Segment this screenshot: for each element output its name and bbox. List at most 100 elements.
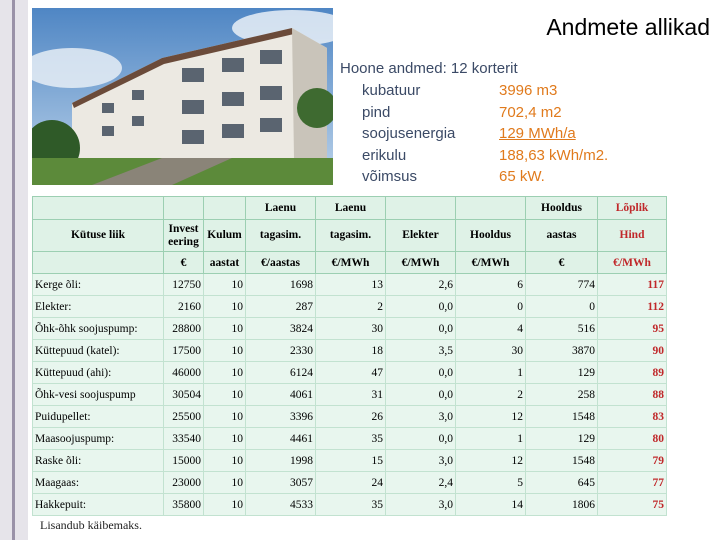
cell: 129 xyxy=(525,427,598,450)
header-cell: €/MWh xyxy=(597,251,667,274)
cell: 10 xyxy=(203,471,246,494)
cell: 10 xyxy=(203,427,246,450)
cell: 0,0 xyxy=(385,317,456,340)
cell: 10 xyxy=(203,493,246,516)
cell: 10 xyxy=(203,317,246,340)
cell: 4061 xyxy=(245,383,316,406)
data-row: Hakkepuit: 35800 10 4533 35 3,0 14 1806 75 xyxy=(32,493,667,516)
header-cell: Investeering xyxy=(163,219,204,252)
header-cell: Hooldus xyxy=(455,219,526,252)
header-cell: € xyxy=(163,251,204,274)
cell: Elekter: xyxy=(32,295,164,318)
cell: 30 xyxy=(315,317,386,340)
header-cell: €/aastas xyxy=(245,251,316,274)
cell: 15000 xyxy=(163,449,204,472)
cell: 25500 xyxy=(163,405,204,428)
cell: 2 xyxy=(455,383,526,406)
header-cell: Kulum xyxy=(203,219,246,252)
cell: 10 xyxy=(203,361,246,384)
cell: 10 xyxy=(203,405,246,428)
cell: 35800 xyxy=(163,493,204,516)
cell: 10 xyxy=(203,295,246,318)
cell: Raske õli: xyxy=(32,449,164,472)
data-row: Maasoojuspump: 33540 10 4461 35 0,0 1 129 80 xyxy=(32,427,667,450)
data-row: Küttepuud (ahi): 46000 10 6124 47 0,0 1 129 89 xyxy=(32,361,667,384)
cell: 129 xyxy=(525,361,598,384)
cell: 46000 xyxy=(163,361,204,384)
info-value: 3996 m3 xyxy=(499,82,558,99)
header-cell: Lõplik xyxy=(597,196,667,220)
data-row: Elekter: 2160 10 287 2 0,0 0 0 112 xyxy=(32,295,667,318)
cell: 79 xyxy=(597,449,667,472)
building-heading: Hoone andmed: 12 korterit xyxy=(340,60,518,77)
cell: 0 xyxy=(525,295,598,318)
cell: 2 xyxy=(315,295,386,318)
cell: 10 xyxy=(203,383,246,406)
data-row: Raske õli: 15000 10 1998 15 3,0 12 1548 79 xyxy=(32,449,667,472)
cell: 2160 xyxy=(163,295,204,318)
cell: 10 xyxy=(203,449,246,472)
cell: 89 xyxy=(597,361,667,384)
cell: 258 xyxy=(525,383,598,406)
cell: Küttepuud (ahi): xyxy=(32,361,164,384)
cell: 6124 xyxy=(245,361,316,384)
data-row: Õhk-vesi soojuspump 30504 10 4061 31 0,0 2 258 8… xyxy=(32,383,667,406)
cell: 1998 xyxy=(245,449,316,472)
cell: 35 xyxy=(315,493,386,516)
info-label: pind xyxy=(362,103,391,121)
cell: 1548 xyxy=(525,449,598,472)
cell: 83 xyxy=(597,405,667,428)
cell: 13 xyxy=(315,273,386,296)
cell: 0,0 xyxy=(385,383,456,406)
cell: 12750 xyxy=(163,273,204,296)
header-cell xyxy=(203,196,246,220)
cell: 75 xyxy=(597,493,667,516)
cell: 47 xyxy=(315,361,386,384)
header-cell: tagasim. xyxy=(315,219,386,252)
cell: 95 xyxy=(597,317,667,340)
cell: 3,5 xyxy=(385,339,456,362)
info-value: 188,63 kWh/m2. xyxy=(499,146,609,164)
cell: 2,6 xyxy=(385,273,456,296)
cell: 0,0 xyxy=(385,361,456,384)
cell: Küttepuud (katel): xyxy=(32,339,164,362)
header-cell: aastat xyxy=(203,251,246,274)
cell: 516 xyxy=(525,317,598,340)
cell: 77 xyxy=(597,471,667,494)
header-cell xyxy=(385,196,456,220)
data-row: Õhk-õhk soojuspump: 28800 10 3824 30 0,0 4 516 9… xyxy=(32,317,667,340)
cell: 774 xyxy=(525,273,598,296)
cell: Maagaas: xyxy=(32,471,164,494)
cell: 1 xyxy=(455,361,526,384)
cell: 3824 xyxy=(245,317,316,340)
cell: 287 xyxy=(245,295,316,318)
header-cell: Kütuse liik xyxy=(32,219,164,252)
cell: 2,4 xyxy=(385,471,456,494)
cell: 35 xyxy=(315,427,386,450)
header-cell: aastas xyxy=(525,219,598,252)
cell: 3,0 xyxy=(385,493,456,516)
cell: 12 xyxy=(455,405,526,428)
header-cell: €/MWh xyxy=(385,251,456,274)
cell: Hakkepuit: xyxy=(32,493,164,516)
info-label: erikulu xyxy=(362,146,407,164)
info-value: 129 MWh/a xyxy=(499,125,576,142)
header-cell xyxy=(163,196,204,220)
cell: 645 xyxy=(525,471,598,494)
cell: 26 xyxy=(315,405,386,428)
cell: 4 xyxy=(455,317,526,340)
cell: 12 xyxy=(455,449,526,472)
cell: Puidupellet: xyxy=(32,405,164,428)
header-cell: Elekter xyxy=(385,219,456,252)
cell: 30 xyxy=(455,339,526,362)
data-row: Maagaas: 23000 10 3057 24 2,4 5 645 77 xyxy=(32,471,667,494)
cell: 3396 xyxy=(245,405,316,428)
cell: 2330 xyxy=(245,339,316,362)
cell: 10 xyxy=(203,273,246,296)
cell: Kerge õli: xyxy=(32,273,164,296)
cell: 17500 xyxy=(163,339,204,362)
header-cell xyxy=(455,196,526,220)
info-label: soojusenergia xyxy=(362,125,456,142)
heading-label: Hoone andmed: xyxy=(340,60,447,77)
